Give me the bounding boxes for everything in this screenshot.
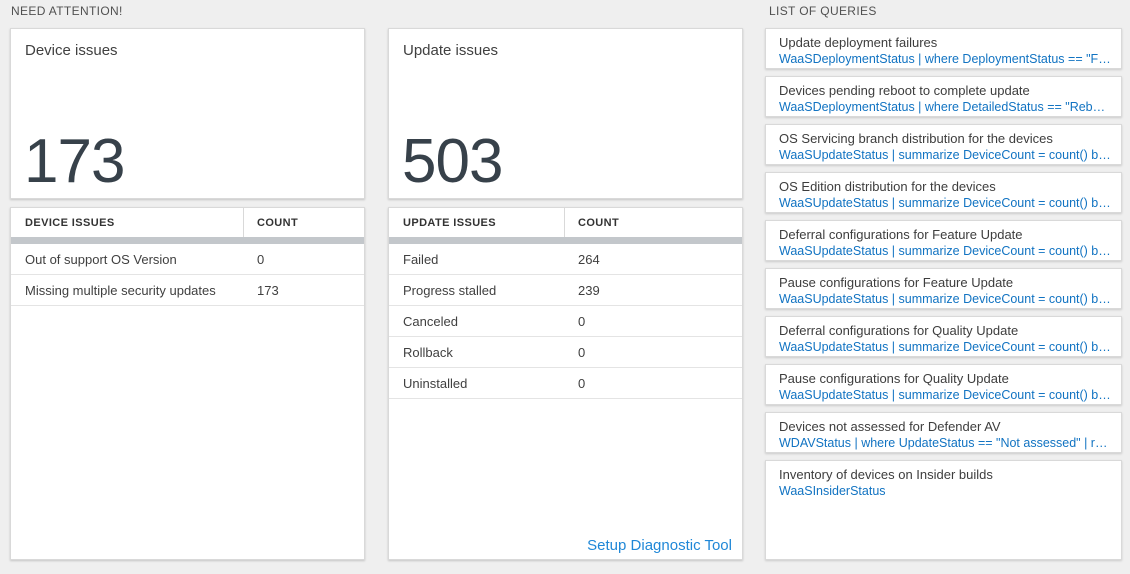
count-column-header: COUNT <box>578 216 620 229</box>
device-issues-title: Device issues <box>25 42 118 59</box>
query-text: WaaSUpdateStatus | summarize DeviceCount… <box>779 340 1111 354</box>
query-text: WaaSUpdateStatus | summarize DeviceCount… <box>779 244 1111 258</box>
device-issues-table-header: DEVICE ISSUES COUNT <box>11 208 364 237</box>
issue-count: 0 <box>578 375 586 391</box>
issue-count: 0 <box>257 251 265 267</box>
query-text: WaaSUpdateStatus | summarize DeviceCount… <box>779 196 1111 210</box>
issue-label: Canceled <box>403 313 458 329</box>
table-divider-bar <box>389 237 742 244</box>
query-title: OS Servicing branch distribution for the… <box>779 131 1053 146</box>
table-row[interactable]: Rollback 0 <box>389 337 742 368</box>
list-of-queries-header: LIST OF QUERIES <box>769 4 877 18</box>
query-item[interactable]: Inventory of devices on Insider builds W… <box>765 460 1122 560</box>
table-row[interactable]: Canceled 0 <box>389 306 742 337</box>
device-issues-table-tile: DEVICE ISSUES COUNT Out of support OS Ve… <box>10 207 365 560</box>
query-title: Pause configurations for Feature Update <box>779 275 1014 290</box>
table-divider-bar <box>11 237 364 244</box>
update-issues-table-header: UPDATE ISSUES COUNT <box>389 208 742 237</box>
issue-count: 0 <box>578 313 586 329</box>
issue-label: Out of support OS Version <box>25 251 177 267</box>
setup-diagnostic-tool-link[interactable]: Setup Diagnostic Tool <box>587 537 732 554</box>
query-item[interactable]: Devices not assessed for Defender AV WDA… <box>765 412 1122 453</box>
need-attention-header: NEED ATTENTION! <box>11 4 123 18</box>
query-title: Deferral configurations for Feature Upda… <box>779 227 1023 242</box>
count-column-header: COUNT <box>257 216 299 229</box>
query-title: Inventory of devices on Insider builds <box>779 467 993 482</box>
query-item[interactable]: Devices pending reboot to complete updat… <box>765 76 1122 117</box>
update-issues-summary-tile[interactable]: Update issues 503 <box>388 28 743 199</box>
query-list: Update deployment failures WaaSDeploymen… <box>765 28 1122 560</box>
issue-label: Failed <box>403 251 439 267</box>
table-row[interactable]: Progress stalled 239 <box>389 275 742 306</box>
issue-label: Uninstalled <box>403 375 468 391</box>
update-issues-table-tile: UPDATE ISSUES COUNT Failed 264 Progress … <box>388 207 743 560</box>
device-issues-summary-tile[interactable]: Device issues 173 <box>10 28 365 199</box>
query-item[interactable]: Deferral configurations for Quality Upda… <box>765 316 1122 357</box>
table-row[interactable]: Out of support OS Version 0 <box>11 244 364 275</box>
device-issues-count: 173 <box>24 126 125 196</box>
query-title: Devices not assessed for Defender AV <box>779 419 1001 434</box>
query-item[interactable]: Deferral configurations for Feature Upda… <box>765 220 1122 261</box>
query-text: WaaSUpdateStatus | summarize DeviceCount… <box>779 292 1111 306</box>
issue-count: 239 <box>578 282 600 298</box>
update-issues-count: 503 <box>402 126 503 196</box>
table-row[interactable]: Uninstalled 0 <box>389 368 742 399</box>
query-item[interactable]: Pause configurations for Quality Update … <box>765 364 1122 405</box>
query-text: WaaSDeploymentStatus | where DeploymentS… <box>779 52 1111 66</box>
query-item[interactable]: OS Servicing branch distribution for the… <box>765 124 1122 165</box>
query-text: WaaSInsiderStatus <box>779 484 886 498</box>
query-text: WDAVStatus | where UpdateStatus == "Not … <box>779 436 1111 450</box>
device-issues-column-header: DEVICE ISSUES <box>11 208 244 237</box>
query-title: Devices pending reboot to complete updat… <box>779 83 1030 98</box>
query-title: OS Edition distribution for the devices <box>779 179 996 194</box>
query-item[interactable]: Pause configurations for Feature Update … <box>765 268 1122 309</box>
issue-count: 0 <box>578 344 586 360</box>
table-row[interactable]: Missing multiple security updates 173 <box>11 275 364 306</box>
update-issues-column-header: UPDATE ISSUES <box>389 208 565 237</box>
issue-label: Rollback <box>403 344 453 360</box>
issue-label: Progress stalled <box>403 282 497 298</box>
issue-label: Missing multiple security updates <box>25 282 216 298</box>
query-title: Deferral configurations for Quality Upda… <box>779 323 1019 338</box>
query-text: WaaSUpdateStatus | summarize DeviceCount… <box>779 388 1111 402</box>
query-title: Update deployment failures <box>779 35 938 50</box>
issue-count: 264 <box>578 251 600 267</box>
query-item[interactable]: Update deployment failures WaaSDeploymen… <box>765 28 1122 69</box>
query-text: WaaSUpdateStatus | summarize DeviceCount… <box>779 148 1111 162</box>
issue-count: 173 <box>257 282 279 298</box>
update-issues-title: Update issues <box>403 42 499 59</box>
query-text: WaaSDeploymentStatus | where DetailedSta… <box>779 100 1111 114</box>
query-item[interactable]: OS Edition distribution for the devices … <box>765 172 1122 213</box>
table-row[interactable]: Failed 264 <box>389 244 742 275</box>
query-title: Pause configurations for Quality Update <box>779 371 1009 386</box>
